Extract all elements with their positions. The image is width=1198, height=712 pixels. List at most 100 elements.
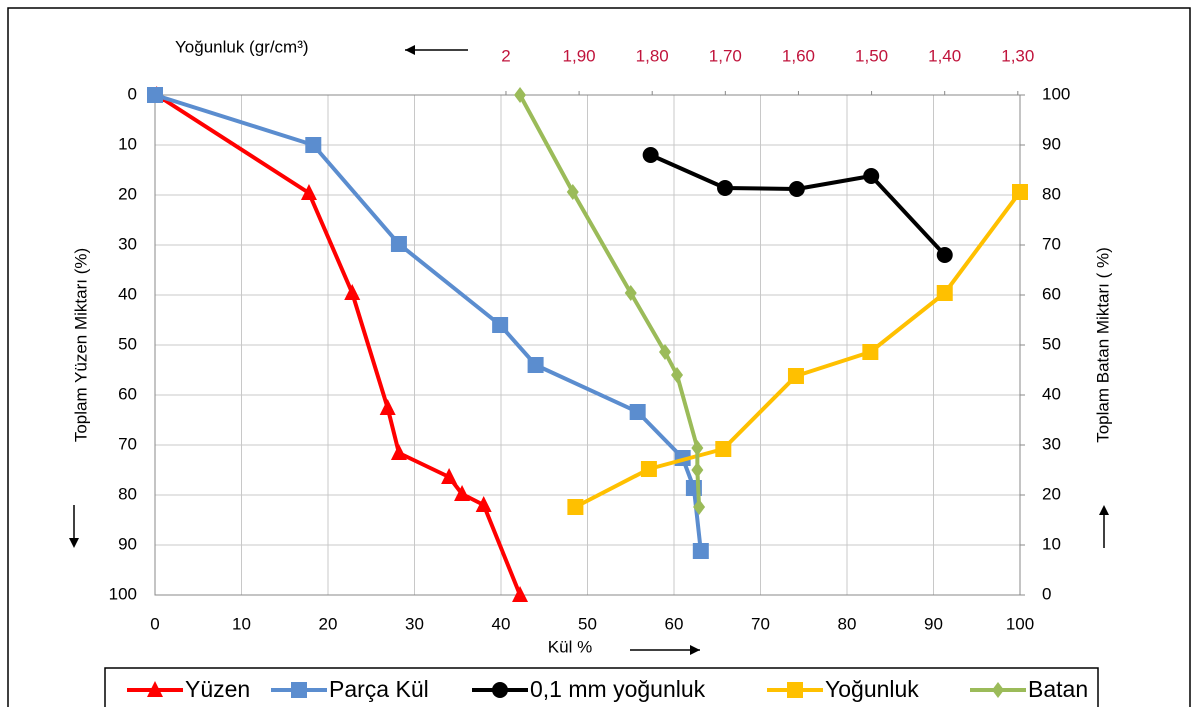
x2-tick-label: 1,50 [855, 46, 888, 65]
marker [624, 285, 637, 301]
marker [629, 404, 646, 420]
marker [527, 357, 544, 373]
marker [379, 399, 396, 415]
y-tick-label: 50 [118, 334, 137, 353]
marker [566, 184, 579, 200]
marker [390, 444, 407, 460]
x-tick-label: 60 [665, 614, 684, 633]
marker [862, 344, 879, 360]
marker [671, 367, 684, 383]
x-tick-label: 40 [492, 614, 511, 633]
y2-tick-label: 80 [1042, 184, 1061, 203]
marker [344, 284, 361, 300]
y2-tick-label: 60 [1042, 284, 1061, 303]
x-tick-label: 100 [1006, 614, 1034, 633]
y2-tick-label: 90 [1042, 134, 1061, 153]
marker [936, 285, 953, 301]
x2-axis-title: Yoğunluk (gr/cm³) [175, 37, 309, 56]
y-tick-label: 20 [118, 184, 137, 203]
y2-tick-label: 20 [1042, 484, 1061, 503]
y-tick-label: 60 [118, 384, 137, 403]
y2-axis-title: Toplam Batan Miktarı ( %) [1093, 247, 1112, 443]
marker [642, 147, 659, 163]
marker [863, 168, 880, 184]
marker [514, 87, 527, 103]
arrow-head [69, 538, 79, 548]
marker [567, 499, 584, 515]
marker [715, 441, 732, 457]
y2-tick-label: 30 [1042, 434, 1061, 453]
marker [1012, 184, 1028, 200]
y2-tick-label: 100 [1042, 84, 1070, 103]
plot-border [154, 94, 1021, 596]
y2-tick-label: 10 [1042, 534, 1061, 553]
series-line [574, 190, 1022, 509]
marker [659, 344, 672, 360]
y-tick-label: 40 [118, 284, 137, 303]
y2-tick-label: 40 [1042, 384, 1061, 403]
x-tick-label: 90 [924, 614, 943, 633]
marker [788, 181, 805, 197]
x-tick-label: 50 [578, 614, 597, 633]
legend-marker [147, 681, 163, 697]
legend-label: Parça Kül [329, 676, 429, 702]
legend-marker [787, 682, 803, 698]
arrow-head [405, 45, 415, 55]
marker [147, 87, 163, 103]
y2-tick-label: 0 [1042, 584, 1051, 603]
marker [717, 180, 734, 196]
x2-tick-label: 1,90 [563, 46, 596, 65]
marker [305, 137, 322, 153]
legend-label: Batan [1028, 676, 1088, 702]
legend-label: 0,1 mm yoğunluk [530, 676, 706, 702]
marker [787, 368, 804, 384]
marker [492, 317, 509, 333]
legend-label: Yoğunluk [825, 676, 919, 702]
arrow-head [1099, 505, 1109, 515]
y-tick-label: 100 [109, 584, 137, 603]
marker [475, 496, 492, 512]
marker [454, 485, 471, 501]
marker [691, 462, 704, 478]
x-tick-label: 30 [405, 614, 424, 633]
arrow-head [690, 645, 700, 655]
x-tick-label: 0 [150, 614, 159, 633]
frame [7, 7, 1191, 712]
marker [640, 461, 657, 477]
y-axis-title: Toplam Yüzen Miktarı (%) [71, 248, 90, 442]
y-tick-label: 10 [118, 134, 137, 153]
marker [390, 236, 407, 252]
y-tick-label: 90 [118, 534, 137, 553]
x-tick-label: 70 [751, 614, 770, 633]
legend-label: Yüzen [185, 676, 250, 702]
x2-tick-label: 1,70 [709, 46, 742, 65]
legend-box [104, 667, 1099, 712]
x2-tick-label: 1,40 [928, 46, 961, 65]
marker [936, 247, 953, 263]
x2-tick-label: 1,30 [1001, 46, 1034, 65]
x-axis-title: Kül % [548, 637, 592, 656]
marker [692, 543, 709, 559]
marker [691, 440, 704, 456]
x-tick-label: 80 [838, 614, 857, 633]
y-tick-label: 0 [128, 84, 137, 103]
legend-marker [492, 682, 508, 698]
x2-tick-label: 2 [501, 46, 510, 65]
y-tick-label: 80 [118, 484, 137, 503]
x-tick-label: 10 [232, 614, 251, 633]
marker [512, 586, 529, 602]
y2-tick-label: 50 [1042, 334, 1061, 353]
x-tick-label: 20 [319, 614, 338, 633]
marker [300, 184, 317, 200]
x2-tick-label: 1,60 [782, 46, 815, 65]
marker [441, 468, 458, 484]
y-tick-label: 70 [118, 434, 137, 453]
legend-marker [992, 682, 1004, 698]
y2-tick-label: 70 [1042, 234, 1061, 253]
marker [693, 499, 706, 515]
legend-marker [291, 682, 307, 698]
series-line [649, 153, 947, 257]
y-tick-label: 30 [118, 234, 137, 253]
x2-tick-label: 1,80 [636, 46, 669, 65]
